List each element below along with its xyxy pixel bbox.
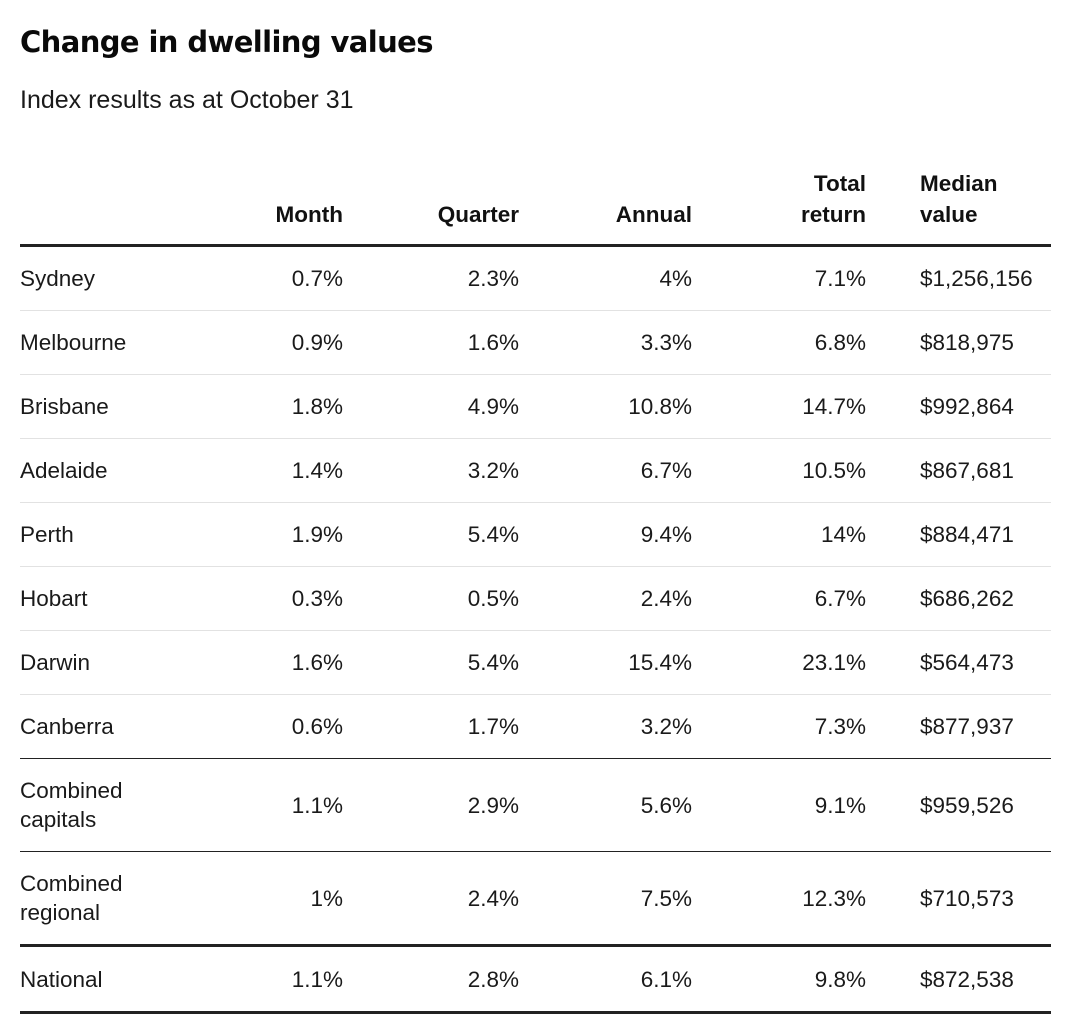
cell-median-value: $686,262: [866, 566, 1051, 631]
cell-median-value: $710,573: [866, 851, 1051, 947]
table-row: Combined regional 1% 2.4% 7.5% 12.3% $710,573: [20, 851, 1051, 947]
cell-total-return: 9.1%: [692, 758, 866, 852]
cell-month: 0.9%: [200, 310, 343, 375]
cell-region: Combined capitals: [20, 758, 200, 852]
cell-median-value: $877,937: [866, 694, 1051, 759]
cell-median-value: $818,975: [866, 310, 1051, 375]
column-header-region: [20, 164, 200, 247]
cell-quarter: 1.6%: [343, 310, 519, 375]
cell-region: Combined regional: [20, 851, 200, 947]
cell-quarter: 5.4%: [343, 630, 519, 695]
cell-region: National: [20, 945, 200, 1014]
cell-total-return: 10.5%: [692, 438, 866, 503]
cell-quarter: 2.4%: [343, 851, 519, 947]
cell-month: 0.3%: [200, 566, 343, 631]
cell-month: 1.6%: [200, 630, 343, 695]
chart-subtitle: Index results as at October 31: [20, 86, 354, 114]
cell-median-value: $564,473: [866, 630, 1051, 695]
column-header-median-value: Median value: [866, 164, 1051, 247]
cell-median-value: $992,864: [866, 374, 1051, 439]
cell-total-return: 7.3%: [692, 694, 866, 759]
cell-region: Sydney: [20, 245, 200, 311]
column-header-annual: Annual: [519, 164, 692, 247]
cell-annual: 3.3%: [519, 310, 692, 375]
table-row: Combined capitals 1.1% 2.9% 5.6% 9.1% $959,526: [20, 758, 1051, 852]
cell-total-return: 14.7%: [692, 374, 866, 439]
table-row: Perth 1.9% 5.4% 9.4% 14% $884,471: [20, 502, 1051, 567]
table-row: Adelaide 1.4% 3.2% 6.7% 10.5% $867,681: [20, 438, 1051, 503]
cell-median-value: $872,538: [866, 945, 1051, 1014]
cell-month: 1.9%: [200, 502, 343, 567]
table-row: Canberra 0.6% 1.7% 3.2% 7.3% $877,937: [20, 694, 1051, 759]
cell-region: Darwin: [20, 630, 200, 695]
cell-annual: 2.4%: [519, 566, 692, 631]
table-row: Sydney 0.7% 2.3% 4% 7.1% $1,256,156: [20, 245, 1051, 311]
cell-region: Canberra: [20, 694, 200, 759]
cell-total-return: 6.8%: [692, 310, 866, 375]
cell-quarter: 2.8%: [343, 945, 519, 1014]
cell-median-value: $867,681: [866, 438, 1051, 503]
cell-total-return: 6.7%: [692, 566, 866, 631]
cell-annual: 6.7%: [519, 438, 692, 503]
cell-median-value: $959,526: [866, 758, 1051, 852]
table-body: Sydney 0.7% 2.3% 4% 7.1% $1,256,156 Melbourne 0…: [20, 245, 1051, 1014]
cell-region: Perth: [20, 502, 200, 567]
cell-annual: 7.5%: [519, 851, 692, 947]
cell-annual: 10.8%: [519, 374, 692, 439]
table-row: Melbourne 0.9% 1.6% 3.3% 6.8% $818,975: [20, 310, 1051, 375]
column-header-total-return: Total return: [692, 164, 866, 247]
cell-month: 1.8%: [200, 374, 343, 439]
cell-total-return: 9.8%: [692, 945, 866, 1014]
table-row: Brisbane 1.8% 4.9% 10.8% 14.7% $992,864: [20, 374, 1051, 439]
cell-total-return: 23.1%: [692, 630, 866, 695]
dwelling-values-table: Month Quarter Annual Total return Median v…: [20, 164, 1051, 1014]
cell-quarter: 0.5%: [343, 566, 519, 631]
cell-total-return: 7.1%: [692, 245, 866, 311]
cell-quarter: 3.2%: [343, 438, 519, 503]
column-header-month: Month: [200, 164, 343, 247]
cell-annual: 15.4%: [519, 630, 692, 695]
cell-quarter: 4.9%: [343, 374, 519, 439]
column-header-quarter: Quarter: [343, 164, 519, 247]
cell-annual: 9.4%: [519, 502, 692, 567]
cell-quarter: 1.7%: [343, 694, 519, 759]
cell-month: 1%: [200, 851, 343, 947]
table-header-row: Month Quarter Annual Total return Median v…: [20, 164, 1051, 247]
cell-region: Hobart: [20, 566, 200, 631]
cell-region: Melbourne: [20, 310, 200, 375]
cell-total-return: 14%: [692, 502, 866, 567]
cell-quarter: 2.9%: [343, 758, 519, 852]
cell-median-value: $884,471: [866, 502, 1051, 567]
cell-annual: 5.6%: [519, 758, 692, 852]
table-row: Darwin 1.6% 5.4% 15.4% 23.1% $564,473: [20, 630, 1051, 695]
cell-region: Adelaide: [20, 438, 200, 503]
cell-month: 1.1%: [200, 758, 343, 852]
cell-region: Brisbane: [20, 374, 200, 439]
cell-annual: 3.2%: [519, 694, 692, 759]
table-row: National 1.1% 2.8% 6.1% 9.8% $872,538: [20, 945, 1051, 1014]
table-row: Hobart 0.3% 0.5% 2.4% 6.7% $686,262: [20, 566, 1051, 631]
cell-quarter: 5.4%: [343, 502, 519, 567]
cell-month: 1.1%: [200, 945, 343, 1014]
cell-annual: 4%: [519, 245, 692, 311]
cell-quarter: 2.3%: [343, 245, 519, 311]
cell-month: 1.4%: [200, 438, 343, 503]
chart-title: Change in dwelling values: [20, 25, 433, 59]
cell-month: 0.6%: [200, 694, 343, 759]
cell-total-return: 12.3%: [692, 851, 866, 947]
cell-annual: 6.1%: [519, 945, 692, 1014]
cell-month: 0.7%: [200, 245, 343, 311]
cell-median-value: $1,256,156: [866, 245, 1051, 311]
